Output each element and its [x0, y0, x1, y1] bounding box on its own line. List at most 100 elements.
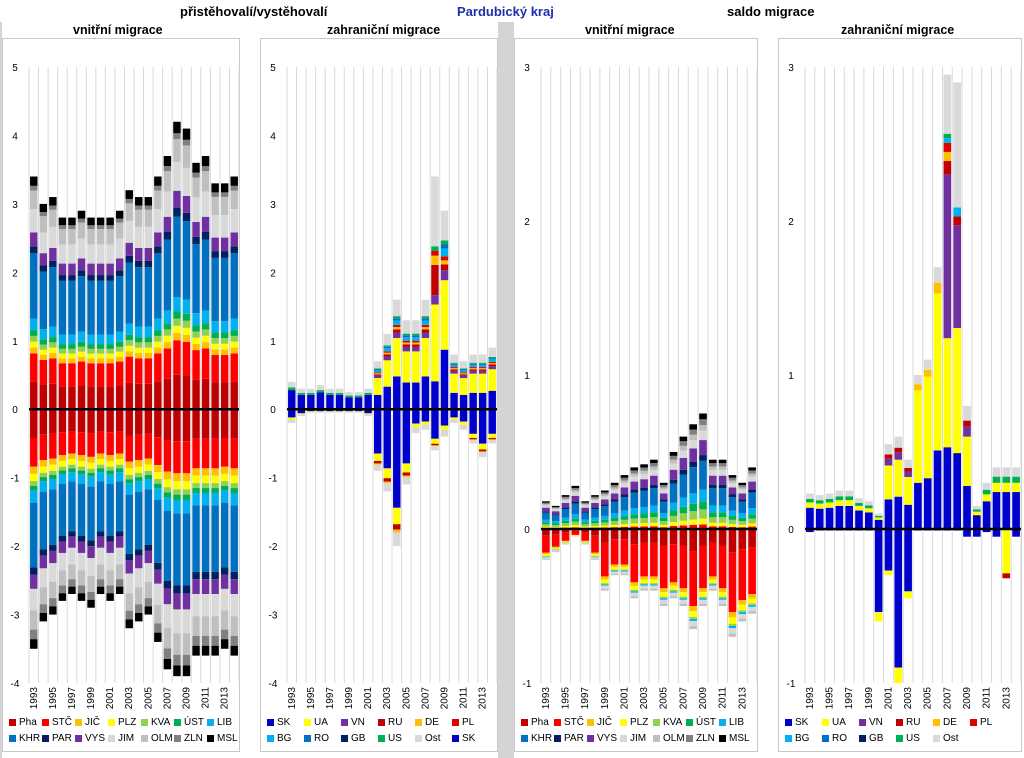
bar-segment-ua: [1002, 482, 1011, 493]
bar-segment-ust: [591, 520, 599, 524]
bar-segment-lib: [640, 507, 648, 514]
bar-segment-jic: [561, 540, 570, 542]
bar-segment-stc: [182, 341, 191, 376]
bar-segment-olm: [620, 573, 629, 576]
bar-segment-ust: [39, 339, 48, 345]
bar-segment-lib: [163, 497, 172, 511]
legend-label: KHR: [19, 733, 41, 744]
bar-segment-jim: [77, 238, 86, 259]
bar-segment-olm: [163, 171, 172, 192]
bar-segment-msl: [669, 452, 678, 456]
bar-segment-ru: [478, 449, 487, 452]
bar-segment-pha: [68, 409, 76, 432]
bar-segment-pha: [610, 529, 619, 540]
legend-item: US: [896, 733, 920, 744]
bar-segment-ost: [963, 405, 971, 421]
bar-segment-kva: [679, 596, 688, 599]
bar-segment-jic: [58, 358, 67, 364]
bar-segment-sk: [469, 392, 477, 410]
bar-segment-msl: [144, 197, 153, 206]
bar-segment-msl: [581, 501, 590, 503]
bar-segment-msl: [115, 210, 124, 219]
bar-segment-par: [106, 535, 114, 542]
bar-segment-ro: [421, 318, 430, 321]
bar-segment-ua: [874, 612, 883, 622]
bar-segment-kva: [144, 342, 153, 348]
bar-segment-lib: [58, 334, 67, 345]
bar-segment-olm: [39, 587, 48, 605]
bar-segment-pha: [551, 529, 560, 535]
bar-segment-ua: [393, 507, 401, 525]
bar-segment-sk: [963, 485, 971, 529]
bar-segment-stc: [220, 437, 229, 467]
bar-segment-kva: [640, 518, 648, 524]
legend-swatch: [141, 735, 148, 742]
bar-segment-pha: [163, 409, 172, 441]
bar-segment-stc: [125, 435, 133, 462]
bar-segment-ua: [864, 508, 873, 513]
bar-segment-de: [393, 529, 401, 533]
bar-segment-pha: [49, 383, 57, 410]
bar-segment-olm: [49, 581, 57, 599]
bar-segment-par: [30, 246, 38, 254]
bar-segment-vys: [96, 536, 105, 548]
bar-segment-vys: [30, 574, 38, 589]
bar-segment-stc: [163, 348, 172, 379]
bar-segment-khr: [68, 481, 76, 532]
y-tick-label: 4: [12, 131, 18, 142]
bar-segment-msl: [738, 482, 747, 486]
bar-segment-pha: [201, 409, 210, 439]
bar-segment-lib: [230, 492, 238, 506]
bar-segment-jim: [699, 599, 707, 604]
bar-segment-lib: [669, 502, 678, 511]
bar-segment-khr: [600, 506, 609, 516]
bar-segment-olm: [68, 564, 76, 580]
bar-segment-msl: [542, 501, 550, 503]
bar-segment-ost: [488, 347, 496, 357]
bar-segment-olm: [650, 466, 658, 471]
bar-segment-khr: [192, 505, 200, 572]
bar-segment-pha: [154, 381, 162, 410]
legend-swatch: [75, 735, 82, 742]
bar-segment-plz: [77, 460, 86, 467]
bar-segment-pl: [373, 372, 382, 374]
bar-segment-sk: [904, 529, 912, 592]
bar-segment-pl: [459, 372, 468, 374]
bar-segment-msl: [77, 210, 86, 219]
bar-segment-par: [163, 231, 172, 240]
bar-segment-khr: [125, 262, 133, 324]
legend-label: KHR: [531, 733, 553, 744]
legend-swatch: [587, 719, 594, 726]
x-tick-label: 2003: [903, 687, 914, 710]
bar-segment-msl: [30, 639, 38, 649]
bar-segment-jic: [154, 347, 162, 354]
bar-segment-stc: [551, 534, 560, 547]
bar-segment-plz: [610, 566, 619, 570]
legend-label: MSL: [729, 733, 750, 744]
bar-segment-ust: [144, 474, 153, 480]
bar-segment-stc: [571, 530, 580, 535]
bar-segment-sk: [354, 397, 363, 410]
legend-swatch: [933, 719, 940, 726]
bar-segment-olm: [106, 229, 114, 245]
bar-segment-jim: [192, 594, 200, 617]
bar-segment-lib: [630, 508, 639, 515]
bar-segment-zln: [163, 648, 172, 659]
bar-segment-kva: [58, 348, 67, 354]
legend-item: RU: [378, 717, 402, 728]
bar-segment-sk: [1012, 529, 1020, 537]
legend-label: OLM: [663, 733, 685, 744]
bar-segment-ust: [173, 311, 181, 319]
bar-segment-pha: [591, 529, 599, 536]
bar-segment-vys: [77, 541, 86, 553]
legend-label: PLZ: [630, 717, 649, 728]
legend-item: Pha: [9, 717, 37, 728]
bar-segment-ust: [154, 330, 162, 336]
bar-segment-vys: [163, 216, 172, 232]
bar-segment-par: [96, 275, 105, 281]
bar-segment-par: [610, 499, 619, 502]
legend-label: SK: [462, 733, 476, 744]
bar-segment-pha: [39, 384, 48, 410]
bar-segment-ost: [402, 320, 411, 334]
bar-segment-lib: [49, 326, 57, 338]
